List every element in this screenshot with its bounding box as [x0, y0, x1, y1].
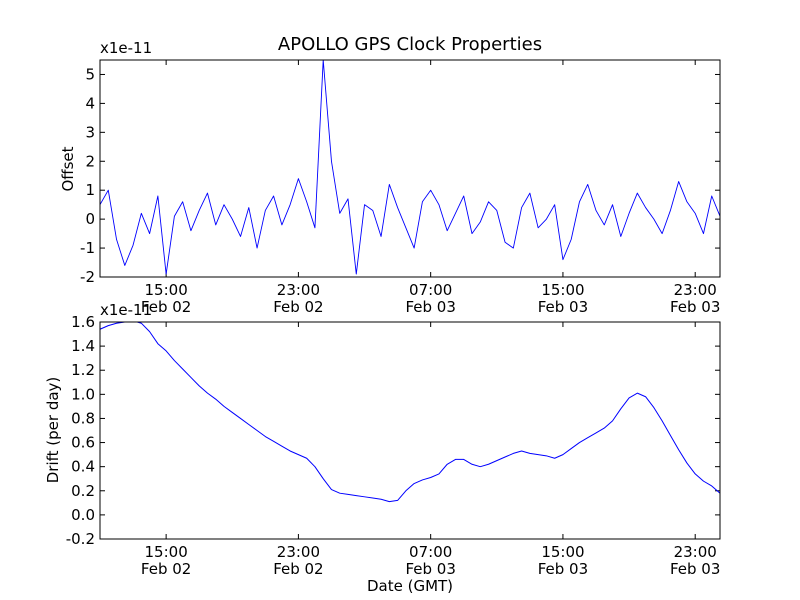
offset-x-tick-time-label: 07:00 — [409, 281, 452, 299]
figure-title: APOLLO GPS Clock Properties — [278, 34, 542, 55]
offset-x-tick-date-label: Feb 02 — [141, 298, 191, 316]
drift-x-tick-time-label: 23:00 — [277, 543, 320, 561]
drift-ticks: -0.20.00.20.40.60.81.01.21.41.615:00Feb … — [66, 313, 721, 578]
offset-series-line — [100, 60, 720, 275]
offset-x-tick-time-label: 15:00 — [541, 281, 584, 299]
drift-x-axis-label: Date (GMT) — [367, 577, 453, 595]
drift-y-tick-label: 0.8 — [71, 409, 95, 427]
offset-x-tick-date-label: Feb 03 — [538, 298, 588, 316]
offset-y-tick-label: 1 — [85, 181, 95, 199]
offset-y-tick-label: 4 — [85, 94, 95, 112]
drift-y-tick-label: 0.6 — [71, 434, 95, 452]
offset-y-tick-label: -1 — [80, 239, 95, 257]
drift-y-tick-label: 1.2 — [71, 361, 95, 379]
drift-x-tick-time-label: 07:00 — [409, 543, 452, 561]
drift-axes-frame — [99, 321, 721, 540]
offset-x-tick-time-label: 23:00 — [674, 281, 717, 299]
offset-x-tick-date-label: Feb 03 — [670, 298, 720, 316]
drift-x-tick-time-label: 15:00 — [145, 543, 188, 561]
drift-x-tick-date-label: Feb 02 — [141, 560, 191, 578]
offset-x-tick-time-label: 15:00 — [145, 281, 188, 299]
offset-y-scale-label: x1e-11 — [100, 39, 152, 57]
offset-y-tick-label: 2 — [85, 152, 95, 170]
drift-x-tick-time-label: 23:00 — [674, 543, 717, 561]
drift-x-tick-date-label: Feb 03 — [405, 560, 455, 578]
offset-x-tick-date-label: Feb 03 — [405, 298, 455, 316]
drift-y-scale-label: x1e-11 — [100, 301, 152, 319]
offset-x-tick-time-label: 23:00 — [277, 281, 320, 299]
drift-y-tick-label: 0.4 — [71, 458, 95, 476]
drift-plot-area — [100, 322, 720, 503]
drift-y-tick-label: 1.6 — [71, 313, 95, 331]
offset-plot-area — [100, 60, 720, 275]
offset-y-tick-label: -2 — [80, 268, 95, 286]
drift-y-tick-label: 1.0 — [71, 385, 95, 403]
drift-y-tick-label: 1.4 — [71, 337, 95, 355]
offset-y-tick-label: 5 — [85, 65, 95, 83]
drift-x-tick-date-label: Feb 03 — [670, 560, 720, 578]
drift-y-tick-label: -0.2 — [66, 530, 95, 548]
offset-y-tick-label: 3 — [85, 123, 95, 141]
drift-x-tick-date-label: Feb 03 — [538, 560, 588, 578]
drift-y-tick-label: 0.2 — [71, 482, 95, 500]
drift-y-tick-label: 0.0 — [71, 506, 95, 524]
drift-panel: x1e-11 Drift (per day) Date (GMT) -0.2 0.… — [44, 301, 721, 595]
drift-y-axis-label: Drift (per day) — [44, 377, 62, 484]
drift-x-tick-date-label: Feb 02 — [273, 560, 323, 578]
offset-axes-frame — [99, 59, 721, 278]
offset-x-tick-date-label: Feb 02 — [273, 298, 323, 316]
drift-x-tick-time-label: 15:00 — [541, 543, 584, 561]
drift-series-line — [100, 322, 720, 503]
offset-y-tick-label: 0 — [85, 210, 95, 228]
offset-y-axis-label: Offset — [59, 146, 77, 191]
